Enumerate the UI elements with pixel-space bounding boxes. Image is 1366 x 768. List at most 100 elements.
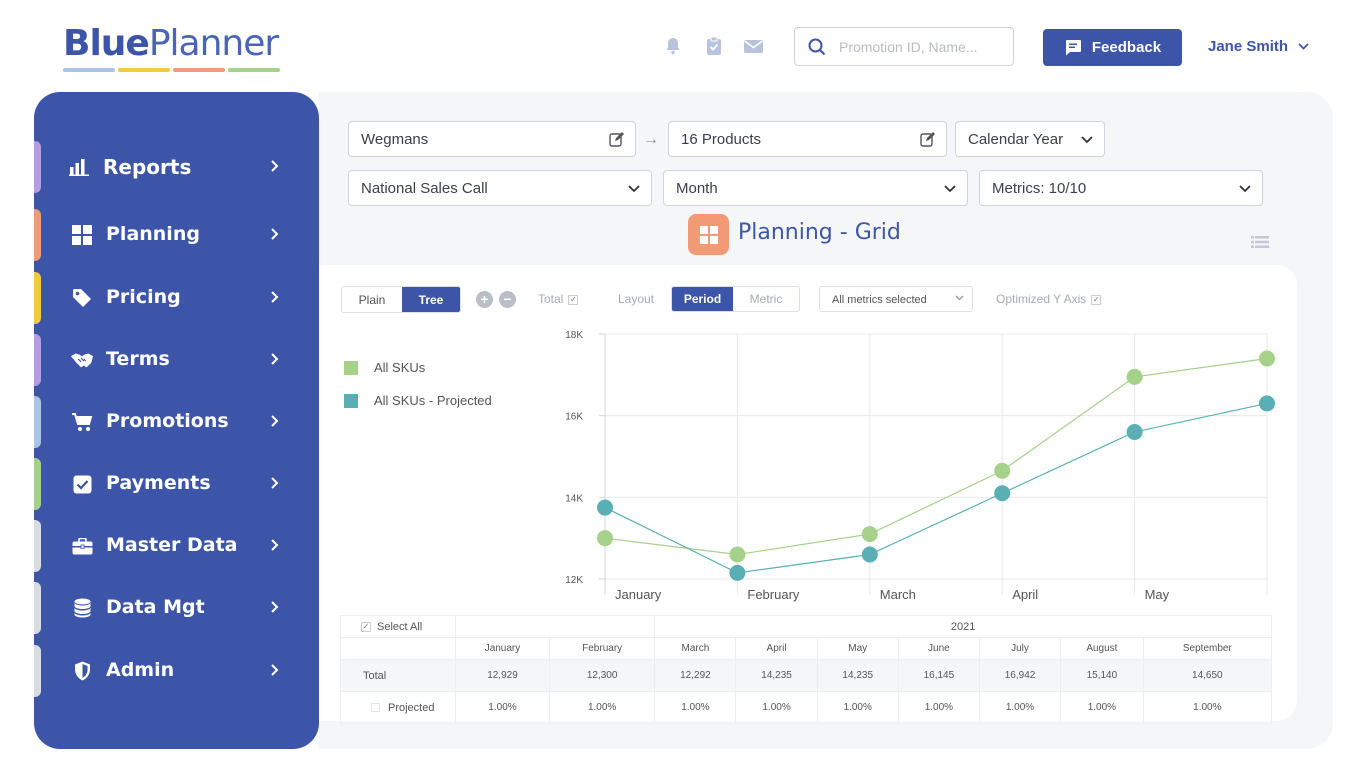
clipboard-check-icon[interactable] [704, 36, 724, 56]
search-box[interactable] [794, 27, 1014, 66]
table-cell[interactable]: 14,235 [735, 659, 818, 692]
period-layout-button[interactable]: Period [672, 287, 733, 311]
sidebar-item-label: Payments [106, 472, 211, 494]
feedback-button[interactable]: Feedback [1043, 29, 1182, 66]
table-cell[interactable]: 1.00% [816, 691, 899, 724]
chevron-down-icon [1239, 185, 1251, 193]
table-cell[interactable]: 14,650 [1142, 659, 1273, 692]
expand-all-icon[interactable]: + [476, 291, 493, 308]
arrow-right-icon: → [643, 131, 659, 148]
shield-icon [70, 660, 94, 682]
edit-icon[interactable] [920, 132, 935, 147]
table-cell[interactable]: 16,145 [897, 659, 980, 692]
sidebar-color-tab [34, 645, 41, 697]
legend-item-all-skus-projected[interactable]: All SKUs - Projected [344, 393, 492, 408]
products-value: 16 Products [681, 131, 762, 148]
tree-view-button[interactable]: Tree [402, 287, 460, 312]
customer-field[interactable]: Wegmans [348, 121, 636, 157]
metrics-filter-value: All metrics selected [832, 294, 927, 306]
mail-icon[interactable] [743, 36, 763, 56]
optimized-y-axis-checkbox[interactable]: ✓ [1091, 294, 1102, 305]
user-menu[interactable]: Jane Smith [1208, 38, 1309, 55]
sidebar-item-label: Admin [106, 659, 175, 681]
search-input[interactable] [839, 37, 1004, 57]
table-cell[interactable]: 14,235 [816, 659, 899, 692]
chevron-right-icon [271, 539, 279, 551]
data-point [994, 462, 1011, 479]
total-toggle[interactable]: Total ✓ [538, 292, 579, 306]
metrics-select[interactable]: Metrics: 10/10 [979, 170, 1263, 206]
series-line-0 [604, 357, 1268, 556]
table-cell[interactable]: 1.00% [978, 691, 1062, 724]
data-point [729, 546, 746, 563]
y-tick-label: 14K [565, 493, 583, 504]
select-all-cell[interactable]: ✓ Select All [340, 615, 456, 638]
month-header: March [654, 637, 737, 660]
layout-toggle: Period Metric [671, 286, 800, 312]
sidebar-item-promotions[interactable]: Promotions [34, 396, 319, 448]
event-select[interactable]: National Sales Call [348, 170, 652, 206]
table-cell[interactable]: 12,292 [654, 659, 737, 692]
grid-icon [699, 225, 718, 244]
table-cell[interactable]: 1.00% [1142, 691, 1273, 724]
sidebar-item-terms[interactable]: Terms [34, 334, 319, 386]
sidebar-item-reports[interactable]: Reports [34, 141, 319, 193]
chevron-right-icon [271, 664, 279, 676]
legend-item-all-skus[interactable]: All SKUs [344, 360, 425, 375]
data-point [994, 485, 1011, 502]
logo[interactable]: BluePlanner [63, 22, 280, 72]
table-cell[interactable]: 1.00% [548, 691, 656, 724]
y-tick-label: 16K [565, 412, 583, 423]
sidebar-item-admin[interactable]: Admin [34, 645, 319, 697]
edit-icon[interactable] [609, 132, 624, 147]
sidebar-item-payments[interactable]: Payments [34, 458, 319, 510]
sidebar-item-pricing[interactable]: Pricing [34, 272, 319, 324]
select-all-checkbox[interactable]: ✓ [361, 621, 371, 632]
collapse-all-icon[interactable]: − [499, 291, 516, 308]
month-header: February [548, 637, 656, 660]
table-cell[interactable]: 12,300 [548, 659, 656, 692]
row-label-text: Projected [388, 701, 435, 714]
table-cell[interactable]: 1.00% [735, 691, 818, 724]
x-tick-label: March [880, 587, 916, 602]
y-tick-label: 12K [565, 575, 583, 586]
sidebar-item-master-data[interactable]: Master Data [34, 520, 319, 572]
table-cell[interactable]: 1.00% [455, 691, 550, 724]
event-value: National Sales Call [361, 180, 488, 197]
plain-view-button[interactable]: Plain [358, 292, 386, 307]
data-point [729, 564, 746, 581]
products-field[interactable]: 16 Products [668, 121, 947, 157]
optimized-y-axis-toggle[interactable]: Optimized Y Axis ✓ [996, 292, 1102, 306]
table-cell[interactable]: 12,929 [455, 659, 550, 692]
sidebar-item-planning[interactable]: Planning [34, 209, 319, 261]
granularity-select[interactable]: Month [663, 170, 968, 206]
table-cell[interactable]: 1.00% [654, 691, 737, 724]
sidebar-item-label: Master Data [106, 534, 238, 556]
table-cell[interactable]: 15,140 [1060, 659, 1144, 692]
list-icon[interactable] [1251, 235, 1269, 254]
logo-text-planner: Planner [148, 23, 279, 64]
chevron-down-icon [944, 185, 956, 193]
sidebar-color-tab [34, 334, 41, 386]
chevron-down-icon [628, 185, 640, 193]
total-checkbox[interactable]: ✓ [568, 294, 579, 305]
chevron-right-icon [271, 477, 279, 489]
bell-icon[interactable] [663, 36, 683, 56]
table-header-blank [340, 637, 456, 660]
x-tick-label: May [1145, 587, 1170, 602]
row-checkbox[interactable] [371, 703, 380, 713]
sidebar-item-data-mgt[interactable]: Data Mgt [34, 582, 319, 634]
data-point [1126, 424, 1143, 440]
calendar-select[interactable]: Calendar Year [955, 121, 1105, 157]
sidebar-item-label: Promotions [106, 410, 229, 432]
tag-icon [70, 287, 94, 309]
data-point [1126, 368, 1143, 385]
row-label-projected[interactable]: Projected [340, 691, 456, 724]
optimized-y-axis-label: Optimized Y Axis [996, 292, 1087, 306]
table-cell[interactable]: 1.00% [1060, 691, 1144, 724]
metrics-filter-dropdown[interactable]: All metrics selected [819, 286, 973, 312]
table-cell[interactable]: 1.00% [897, 691, 980, 724]
metric-layout-button[interactable]: Metric [749, 292, 783, 306]
data-point [1259, 350, 1275, 367]
table-cell[interactable]: 16,942 [978, 659, 1062, 692]
